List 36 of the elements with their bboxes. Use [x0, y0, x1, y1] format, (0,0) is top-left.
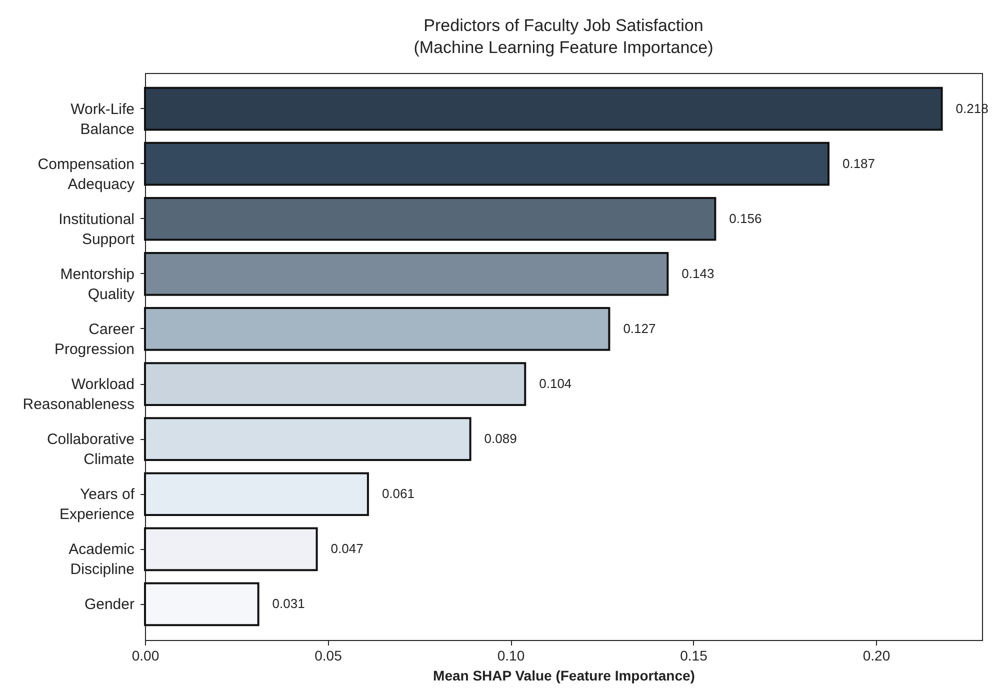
bar: [144, 86, 943, 131]
data-label: 0.047: [330, 541, 364, 556]
bar: [144, 142, 830, 186]
y-tick-label: Institutional Support: [58, 210, 136, 248]
data-label: 0.127: [623, 320, 656, 336]
data-label: 0.187: [842, 156, 876, 171]
data-label: 0.156: [729, 210, 762, 226]
x-axis-title: Mean SHAP Value (Feature Importance): [433, 668, 695, 684]
x-tick-label: 0.05: [314, 648, 342, 664]
y-tick-label: Academic Discipline: [68, 541, 135, 578]
x-tick-label: 0.00: [132, 648, 160, 664]
x-tick-label: 0.10: [497, 648, 525, 664]
bar: [144, 362, 526, 406]
bar: [144, 196, 716, 241]
y-tick-label: Compensation Adequacy: [38, 156, 135, 193]
bar: [144, 252, 669, 296]
y-tick-label: Workload Reasonableness: [22, 376, 134, 414]
data-label: 0.061: [382, 486, 415, 502]
data-label: 0.104: [539, 376, 572, 392]
data-label: 0.089: [484, 431, 517, 446]
data-label: 0.031: [272, 596, 305, 612]
y-tick-label: Work-Life Balance: [70, 100, 134, 138]
data-label: 0.143: [682, 266, 714, 281]
bar: [144, 527, 318, 572]
y-tick-label: Gender: [84, 596, 134, 614]
bar: [144, 417, 472, 461]
chart-title: Predictors of Faculty Job Satisfaction (Machine Learning Feature Importance): [414, 16, 714, 57]
bar: [144, 307, 610, 351]
y-tick-label: Career Progression: [54, 320, 134, 358]
y-tick-label: Collaborative Climate: [46, 431, 134, 468]
x-tick-label: 0.15: [680, 648, 708, 664]
bar: [144, 472, 369, 516]
y-tick-label: Years of Experience: [59, 486, 136, 524]
bar: [144, 582, 260, 626]
x-tick-label: 0.20: [862, 648, 890, 664]
y-tick-label: Mentorship Quality: [60, 266, 135, 303]
